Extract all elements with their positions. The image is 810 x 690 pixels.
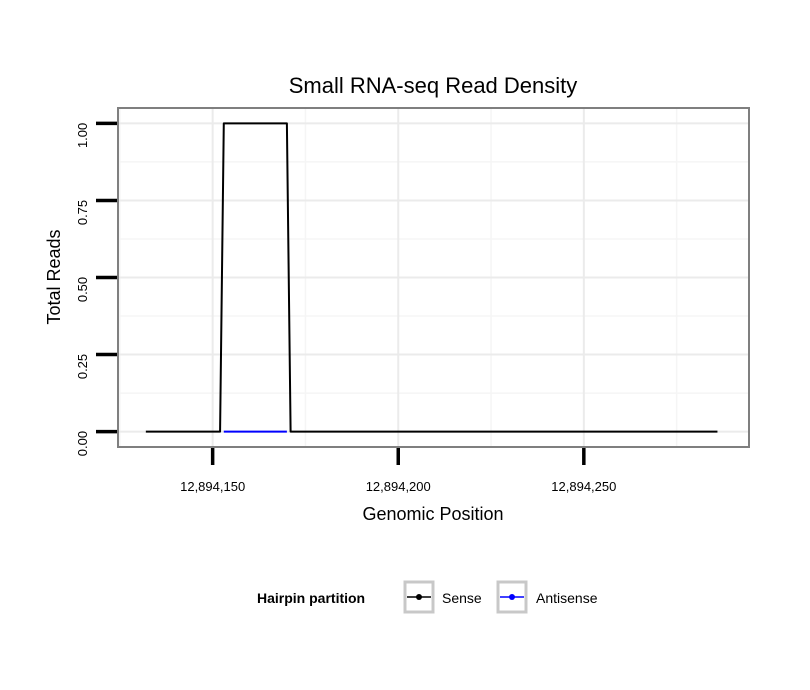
x-tick-label-0: 12,894,150 bbox=[180, 479, 245, 494]
y-tick-label-4: 1.00 bbox=[75, 123, 90, 148]
y-axis: 0.00 0.25 0.50 0.75 1.00 bbox=[75, 121, 117, 456]
x-tick-label-2: 12,894,250 bbox=[551, 479, 616, 494]
y-axis-title: Total Reads bbox=[44, 229, 64, 324]
grid-lines bbox=[118, 108, 749, 447]
x-axis: 12,894,150 12,894,200 12,894,250 bbox=[180, 448, 616, 494]
series-lines bbox=[145, 122, 718, 433]
plot-border bbox=[117, 107, 750, 448]
y-tick-label-1: 0.25 bbox=[75, 354, 90, 379]
legend-label-antisense: Antisense bbox=[536, 590, 598, 606]
y-tick-label-3: 0.75 bbox=[75, 200, 90, 225]
legend-label-sense: Sense bbox=[442, 590, 482, 606]
legend-key-point-sense bbox=[416, 594, 422, 600]
x-axis-title: Genomic Position bbox=[362, 504, 503, 524]
y-tick-label-2: 0.50 bbox=[75, 277, 90, 302]
legend: Hairpin partition Sense Antisense bbox=[257, 580, 598, 614]
x-tick-label-1: 12,894,200 bbox=[366, 479, 431, 494]
legend-title: Hairpin partition bbox=[257, 590, 365, 606]
chart-title: Small RNA-seq Read Density bbox=[289, 73, 578, 98]
legend-key-point-antisense bbox=[509, 594, 515, 600]
series-line-sense bbox=[145, 122, 718, 433]
y-tick-label-0: 0.00 bbox=[75, 431, 90, 456]
